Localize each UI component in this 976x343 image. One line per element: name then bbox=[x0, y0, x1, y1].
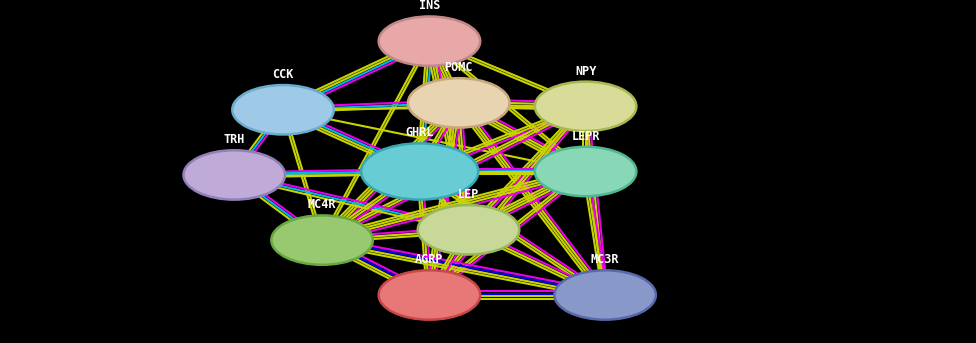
Text: LEPR: LEPR bbox=[571, 130, 600, 143]
Text: MC4R: MC4R bbox=[307, 198, 337, 211]
Text: TRH: TRH bbox=[224, 133, 245, 146]
Text: MC3R: MC3R bbox=[590, 253, 620, 266]
Ellipse shape bbox=[535, 147, 636, 196]
Ellipse shape bbox=[418, 205, 519, 255]
Text: NPY: NPY bbox=[575, 64, 596, 78]
Ellipse shape bbox=[554, 270, 656, 320]
Ellipse shape bbox=[232, 85, 334, 134]
Ellipse shape bbox=[379, 270, 480, 320]
Ellipse shape bbox=[271, 215, 373, 265]
Ellipse shape bbox=[535, 82, 636, 131]
Text: CCK: CCK bbox=[272, 68, 294, 81]
Text: LEP: LEP bbox=[458, 188, 479, 201]
Text: GHRL: GHRL bbox=[405, 126, 434, 139]
Ellipse shape bbox=[361, 143, 478, 200]
Ellipse shape bbox=[183, 150, 285, 200]
Text: INS: INS bbox=[419, 0, 440, 12]
Ellipse shape bbox=[379, 16, 480, 66]
Ellipse shape bbox=[408, 78, 509, 128]
Text: AGRP: AGRP bbox=[415, 253, 444, 266]
Text: POMC: POMC bbox=[444, 61, 473, 74]
